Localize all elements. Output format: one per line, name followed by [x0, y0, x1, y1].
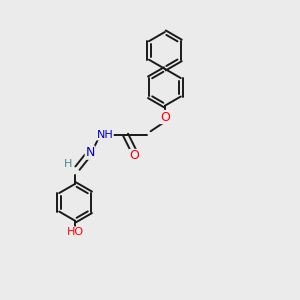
Text: NH: NH — [96, 130, 113, 140]
Text: HO: HO — [67, 227, 84, 237]
Text: N: N — [85, 146, 94, 159]
Text: H: H — [64, 159, 73, 169]
Text: O: O — [160, 110, 170, 124]
Text: O: O — [130, 149, 140, 162]
